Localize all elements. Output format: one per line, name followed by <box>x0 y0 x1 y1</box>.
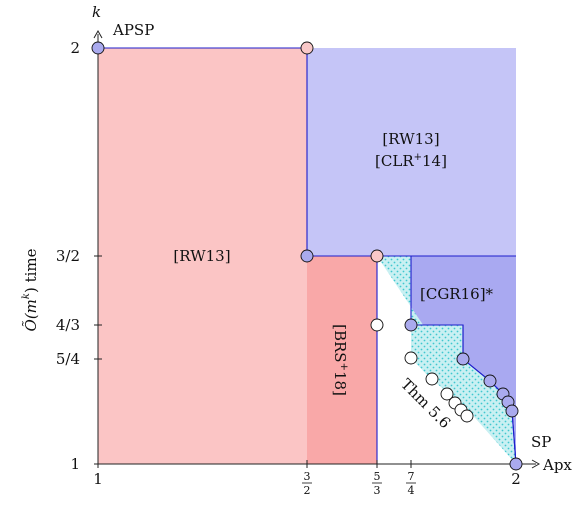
point-blue-a <box>456 352 470 366</box>
region-rw13-clr14 <box>307 48 516 256</box>
y-tick-label-3-2: 3/2 <box>56 247 80 265</box>
region-thm56-hatch-lower <box>411 325 516 464</box>
region-label-rw13-left: [RW13] <box>173 247 230 265</box>
point-apsp <box>91 41 105 55</box>
x-tick-label-3-2: 3 2 <box>302 470 312 497</box>
point-white-a <box>404 351 418 365</box>
point-sp <box>509 457 523 471</box>
point-white-b <box>425 372 439 386</box>
svg-text:7: 7 <box>408 470 415 483</box>
svg-text:4: 4 <box>408 484 415 497</box>
region-label-cgr16: [CGR16]* <box>420 285 494 303</box>
point-white-f <box>460 409 474 423</box>
region-brs18 <box>307 256 377 464</box>
y-tick-label-4-3: 4/3 <box>56 316 80 334</box>
region-cgr16 <box>411 256 516 464</box>
svg-text:5: 5 <box>374 470 381 483</box>
region-label-rw13-clr14-line2: [CLR+14] <box>375 152 447 170</box>
point-5-3-3-2 <box>370 249 384 263</box>
x-axis-end-tag: SP <box>531 433 551 451</box>
y-tick-label-2: 2 <box>70 39 80 57</box>
y-tick-label-1: 1 <box>70 455 80 473</box>
point-blue-b <box>483 374 497 388</box>
svg-text:Õ(mk) time: Õ(mk) time <box>21 248 40 331</box>
x-axis-arrow <box>531 459 541 469</box>
svg-text:3: 3 <box>304 470 311 483</box>
x-axis-var: Apx <box>542 456 572 474</box>
region-rw13-left <box>98 48 307 464</box>
point-3-2-3-2 <box>300 249 314 263</box>
y-axis-top-tag: APSP <box>112 21 154 39</box>
y-axis-label: Õ(mk) time <box>21 248 40 331</box>
x-tick-label-5-3: 5 3 <box>372 470 382 497</box>
point-blue-e <box>505 404 519 418</box>
region-label-rw13-clr14-line1: [RW13] <box>382 130 439 148</box>
y-axis-var: k <box>92 3 101 21</box>
svg-text:3: 3 <box>374 484 381 497</box>
x-tick-label-2: 2 <box>511 470 521 488</box>
y-tick-label-5-4: 5/4 <box>56 350 80 368</box>
point-7-4-4-3 <box>404 318 418 332</box>
point-5-3-4-3 <box>370 318 384 332</box>
region-label-brs18: [BRS+18] <box>331 324 349 396</box>
point-3-2-2 <box>300 41 314 55</box>
x-tick-label-7-4: 7 4 <box>406 470 416 497</box>
point-white-c <box>440 387 454 401</box>
svg-text:[BRS+18]: [BRS+18] <box>331 324 349 396</box>
svg-text:2: 2 <box>304 484 311 497</box>
x-tick-label-1: 1 <box>93 470 103 488</box>
y-axis-arrow <box>93 29 103 39</box>
